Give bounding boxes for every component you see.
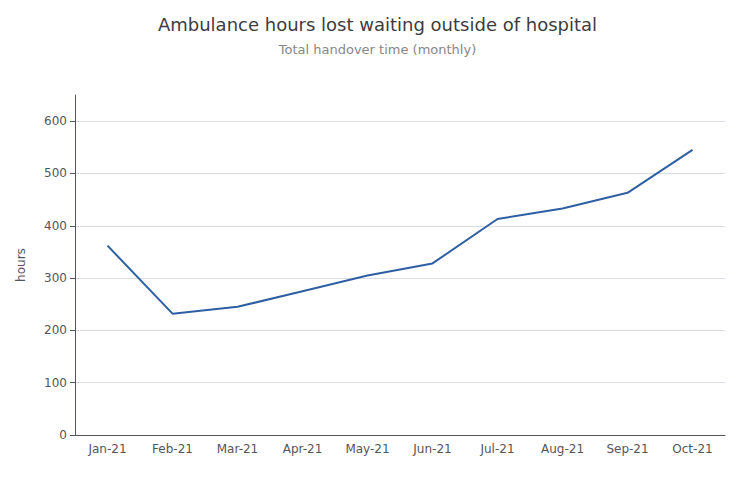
- svg-text:Sep-21: Sep-21: [606, 442, 648, 456]
- svg-text:100: 100: [44, 376, 67, 390]
- svg-text:Mar-21: Mar-21: [217, 442, 258, 456]
- svg-text:200: 200: [44, 323, 67, 337]
- svg-text:Jul-21: Jul-21: [479, 442, 514, 456]
- svg-text:0: 0: [59, 428, 67, 442]
- svg-text:May-21: May-21: [345, 442, 389, 456]
- svg-text:500: 500: [44, 166, 67, 180]
- svg-text:300: 300: [44, 271, 67, 285]
- svg-text:Oct-21: Oct-21: [672, 442, 712, 456]
- svg-text:Feb-21: Feb-21: [152, 442, 193, 456]
- svg-text:Jun-21: Jun-21: [412, 442, 451, 456]
- svg-text:Apr-21: Apr-21: [283, 442, 323, 456]
- svg-text:400: 400: [44, 219, 67, 233]
- svg-text:Ambulance hours lost waiting o: Ambulance hours lost waiting outside of …: [158, 14, 597, 35]
- svg-text:Aug-21: Aug-21: [541, 442, 584, 456]
- svg-text:Jan-21: Jan-21: [87, 442, 126, 456]
- svg-text:Total handover time (monthly): Total handover time (monthly): [278, 42, 476, 57]
- svg-text:hours: hours: [14, 248, 28, 282]
- svg-text:600: 600: [44, 114, 67, 128]
